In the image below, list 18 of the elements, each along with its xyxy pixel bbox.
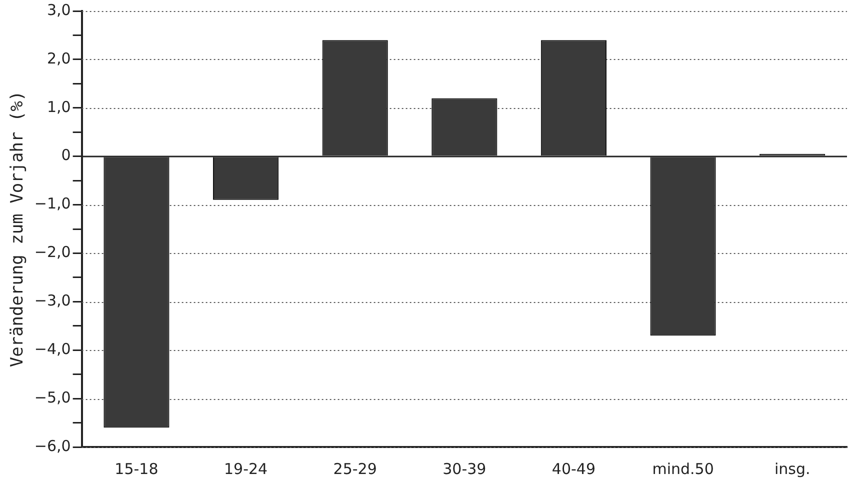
x-tick-label: mind.50 [652,460,714,478]
x-tick-label: 30-39 [442,460,486,478]
y-tick-label: 3,0 [46,0,71,19]
y-tick-label: −3,0 [34,292,71,310]
y-tick-label: −5,0 [34,388,71,406]
y-tick-label: 0 [61,146,71,164]
x-tick-label: 15-18 [114,460,158,478]
x-tick-label: insg. [774,460,810,478]
y-tick-label: −2,0 [34,243,71,262]
y-axis-title: Veränderung zum Vorjahr (%) [8,90,28,368]
y-tick-label: −1,0 [34,194,71,213]
x-tick-label: 40-49 [552,460,596,478]
y-tick-label: −6,0 [34,436,71,455]
x-tick-label: 19-24 [224,460,268,478]
x-tick-label: 25-29 [333,460,377,478]
y-tick-label: 2,0 [46,49,71,68]
y-tick-label: 1,0 [46,98,71,116]
y-tick-label: −4,0 [34,340,71,358]
